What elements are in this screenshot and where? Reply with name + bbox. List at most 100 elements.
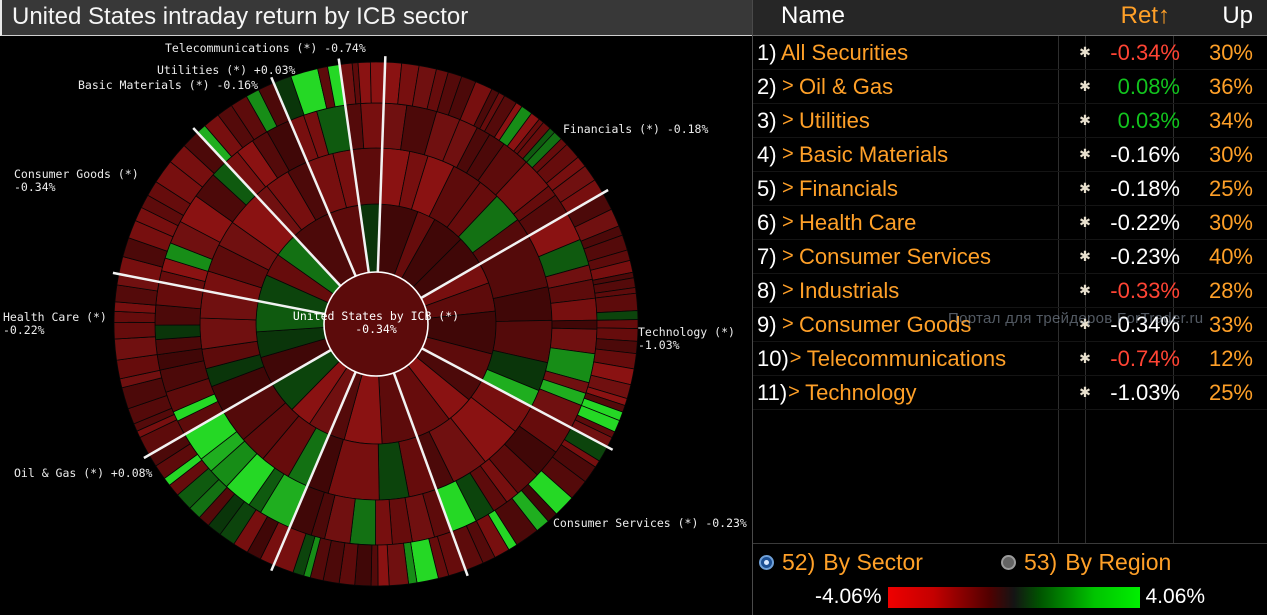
chart-label-line: -0.22% (3, 323, 45, 337)
color-scale-gradient (887, 586, 1140, 608)
flag-asterisk-icon: ✱ (1079, 78, 1091, 95)
flag-asterisk-icon: ✱ (1079, 248, 1091, 265)
chart-label-line: Health Care (*) (3, 310, 107, 324)
sector-basic-materials[interactable] (196, 82, 357, 287)
chart-center-label: United States by ICB (*) -0.34% (293, 310, 459, 336)
view-mode-row: 52) By Sector 53) By Region (753, 543, 1267, 580)
page-title: United States intraday return by ICB sec… (0, 0, 752, 36)
row-number: 4) (757, 141, 777, 167)
chart-sector-label: Consumer Goods (*) -0.34% (14, 168, 139, 194)
table-row[interactable]: 4) > Basic Materials ✱ -0.16% 30% (753, 138, 1267, 172)
chevron-right-icon: > (782, 279, 794, 301)
row-ret-value: -0.74% (1110, 345, 1180, 371)
radio-by-region[interactable] (1000, 554, 1016, 570)
row-number: 5) (757, 175, 777, 201)
table-row[interactable]: 10) > Telecommunications ✱ -0.74% 12% (753, 342, 1267, 376)
chart-sector-label: Telecommunications (*) -0.74% (165, 42, 366, 55)
table-row[interactable]: 8) > Industrials ✱ -0.33% 28% (753, 274, 1267, 308)
radio-dot (764, 559, 769, 565)
column-header-up[interactable]: Up (1222, 2, 1253, 29)
row-ret-value: -0.22% (1110, 209, 1180, 235)
row-up-value: 34% (1208, 107, 1253, 133)
row-number: 1) (757, 39, 777, 65)
row-ret-value: 0.08% (1117, 73, 1180, 99)
sector-telecommunications[interactable] (339, 61, 386, 273)
row-name: Oil & Gas (799, 73, 894, 99)
column-header-ret[interactable]: Ret↑ (1121, 2, 1170, 30)
row-ret-value: -0.34% (1110, 39, 1180, 65)
row-up-value: 30% (1208, 141, 1253, 167)
sector-industrials[interactable] (273, 371, 467, 587)
sector-technology[interactable] (420, 192, 639, 448)
chart-label-line: -0.34% (14, 180, 56, 194)
sector-financials[interactable] (377, 61, 604, 299)
flag-asterisk-icon: ✱ (1079, 180, 1091, 197)
flag-asterisk-icon: ✱ (1079, 112, 1091, 129)
row-up-value: 30% (1208, 39, 1253, 65)
ret-header-label: Ret (1120, 2, 1158, 29)
table-row[interactable]: 3) > Utilities ✱ 0.03% 34% (753, 104, 1267, 138)
row-name: Telecommunications (806, 345, 1007, 371)
chevron-right-icon: > (782, 109, 794, 131)
row-ret-value: -1.03% (1110, 379, 1180, 405)
flag-asterisk-icon: ✱ (1079, 282, 1091, 299)
by-sector-label[interactable]: By Sector (823, 548, 923, 575)
row-up-value: 12% (1208, 345, 1253, 371)
chart-label-line: Utilities (*) +0.03% (157, 63, 296, 77)
table-row[interactable]: 9) > Consumer Goods ✱ -0.34% 33% (753, 308, 1267, 342)
chevron-right-icon: > (782, 211, 794, 233)
by-region-number[interactable]: 53) (1023, 548, 1058, 575)
chevron-right-icon: > (782, 245, 794, 267)
row-up-value: 28% (1208, 277, 1253, 303)
table-row[interactable]: 1) All Securities ✱ -0.34% 30% (753, 36, 1267, 70)
sector-health-care[interactable] (113, 273, 332, 456)
radio-by-sector[interactable] (759, 554, 774, 570)
chart-sector-label: Oil & Gas (*) +0.08% (14, 467, 152, 480)
chevron-right-icon: > (782, 177, 794, 199)
row-name: Health Care (799, 209, 917, 235)
chevron-right-icon: > (788, 381, 800, 403)
table-row[interactable]: 2) > Oil & Gas ✱ 0.08% 36% (753, 70, 1267, 104)
chevron-right-icon: > (782, 143, 794, 165)
row-ret-value: 0.03% (1117, 107, 1180, 133)
table-row[interactable]: 11) > Technology ✱ -1.03% 25% (753, 376, 1267, 410)
by-region-label[interactable]: By Region (1065, 548, 1172, 575)
row-up-value: 33% (1208, 311, 1253, 337)
row-up-value: 30% (1208, 209, 1253, 235)
by-sector-number[interactable]: 52) (782, 548, 816, 575)
column-header-name[interactable]: Name (781, 2, 846, 29)
row-name: Consumer Services (799, 243, 991, 269)
row-number: 10) (757, 345, 789, 371)
chevron-right-icon: > (782, 313, 794, 335)
chart-label-line: Basic Materials (*) -0.16% (78, 78, 259, 92)
column-divider (1058, 36, 1059, 543)
flag-asterisk-icon: ✱ (1079, 384, 1091, 401)
row-number: 11) (757, 379, 788, 405)
sunburst-chart[interactable]: Telecommunications (*) -0.74% Financials … (0, 37, 752, 615)
table-row[interactable]: 6) > Health Care ✱ -0.22% 30% (753, 206, 1267, 240)
chart-label-line: Telecommunications (*) -0.74% (165, 41, 366, 55)
sector-consumer-services[interactable] (393, 347, 608, 571)
chart-label-line: Consumer Services (*) -0.23% (553, 516, 747, 530)
row-ret-value: -0.23% (1110, 243, 1180, 269)
row-name: Industrials (799, 277, 900, 303)
table-row[interactable]: 7) > Consumer Services ✱ -0.23% 40% (753, 240, 1267, 274)
sector-oil-gas[interactable] (148, 349, 357, 566)
chart-sector-label: Utilities (*) +0.03% (157, 64, 295, 77)
chart-label-line: Financials (*) -0.18% (563, 122, 709, 136)
flag-asterisk-icon: ✱ (1079, 146, 1091, 163)
chart-label-line: -1.03% (638, 338, 680, 352)
table-header: Name Ret↑ Up (753, 0, 1267, 36)
row-number: 2) (757, 73, 777, 99)
table-row[interactable]: 5) > Financials ✱ -0.18% 25% (753, 172, 1267, 206)
sunburst-svg (112, 56, 639, 587)
chart-label-line: Consumer Goods (*) (14, 167, 139, 181)
color-scale-row: -4.06% 4.06% (753, 585, 1267, 609)
row-ret-value: -0.33% (1110, 277, 1180, 303)
table-rows: 1) All Securities ✱ -0.34% 30% 2) > Oil & Gas ✱ 0… (753, 36, 1267, 410)
flag-asterisk-icon: ✱ (1079, 350, 1091, 367)
chart-center-label-line: -0.34% (355, 322, 397, 336)
sector-utilities[interactable] (273, 64, 370, 277)
chevron-right-icon: > (782, 75, 794, 97)
